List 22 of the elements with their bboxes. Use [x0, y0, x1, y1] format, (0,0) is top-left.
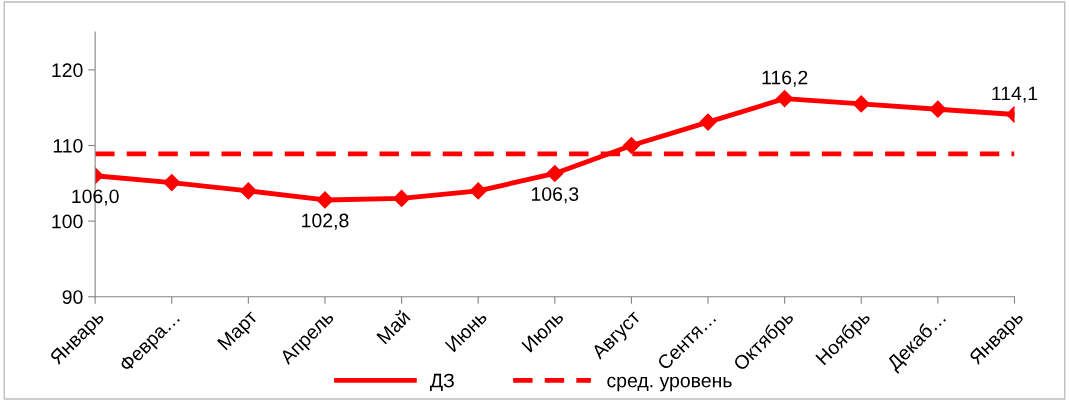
point: [852, 95, 870, 113]
legend-label: сред. уровень: [607, 376, 732, 392]
y-tick-label: 100: [52, 214, 83, 229]
y-tick-label: 120: [52, 63, 83, 78]
y-tick-label: 110: [53, 138, 83, 153]
point: [929, 100, 947, 118]
point: [776, 90, 794, 108]
y-tick-label: 90: [62, 290, 83, 304]
point: [622, 136, 640, 155]
data-label: 116,2: [762, 70, 808, 87]
data-label: 106,3: [531, 187, 579, 204]
point: [699, 113, 717, 131]
data-label: 114,1: [992, 86, 1038, 103]
point: [469, 182, 487, 200]
point: [393, 189, 411, 207]
data-label: 102,8: [302, 213, 349, 230]
point: [316, 191, 334, 209]
point: [163, 174, 181, 192]
point: [239, 182, 257, 200]
data-label: 106,0: [72, 189, 119, 206]
legend-label: ДЗ: [430, 373, 454, 392]
point: [546, 164, 564, 183]
